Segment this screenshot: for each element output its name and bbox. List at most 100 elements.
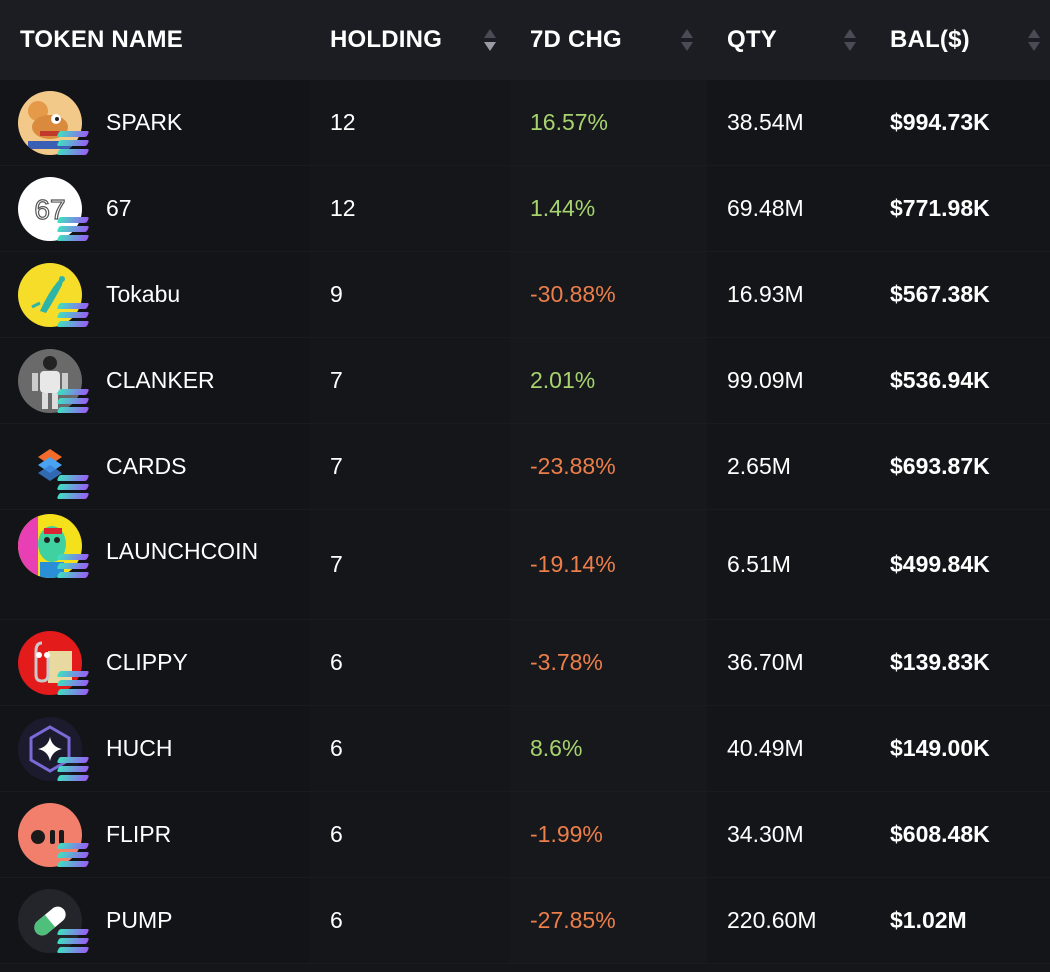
token-name: SPARK [106, 109, 183, 135]
holding-value: 9 [310, 252, 510, 337]
token-cell: HUCH [0, 706, 310, 791]
qty-value: 34.30M [707, 792, 870, 877]
balance-value: $1.02M [870, 878, 1050, 963]
change-value: 2.01% [510, 338, 707, 423]
pump-token-icon [18, 888, 82, 953]
table-row[interactable]: CARDS 7 -23.88% 2.65M $693.87K [0, 424, 1050, 510]
solana-chain-icon [56, 388, 90, 413]
token-cell: 67 67 [0, 166, 310, 251]
header-7d-change-sortable[interactable]: 7D CHG [510, 26, 707, 54]
qty-value: 16.93M [707, 252, 870, 337]
table-row[interactable]: 67 67 12 1.44% 69.48M $771.98K [0, 166, 1050, 252]
token-name: PUMP [106, 907, 173, 933]
holding-value: 7 [310, 510, 510, 619]
solana-chain-icon [56, 474, 90, 499]
table-row[interactable]: FLIPR 6 -1.99% 34.30M $608.48K [0, 792, 1050, 878]
header-holding-label: HOLDING [330, 26, 443, 53]
table-row[interactable]: PUMP 6 -27.85% 220.60M $1.02M [0, 878, 1050, 964]
solana-chain-icon [56, 756, 90, 781]
solana-chain-icon [56, 216, 90, 241]
spark-token-icon [18, 90, 82, 155]
token-name: HUCH [106, 735, 173, 761]
token-name: CARDS [106, 453, 187, 479]
sort-7d-change-icon[interactable] [681, 29, 693, 51]
holding-value: 6 [310, 792, 510, 877]
change-value: -3.78% [510, 620, 707, 705]
holding-value: 12 [310, 80, 510, 165]
token-name: CLANKER [106, 367, 215, 393]
token-name: CLIPPY [106, 649, 188, 675]
header-balance-label: BAL($) [890, 26, 970, 53]
solana-chain-icon [56, 842, 90, 867]
balance-value: $693.87K [870, 424, 1050, 509]
sort-balance-icon[interactable] [1028, 29, 1040, 51]
balance-value: $994.73K [870, 80, 1050, 165]
token-cell: PUMP [0, 878, 310, 963]
token-cell: LAUNCHCOIN [0, 510, 310, 619]
table-header: TOKEN NAME HOLDING 7D CHG QTY BAL($) [0, 0, 1050, 80]
token-cell: CLANKER [0, 338, 310, 423]
table-row[interactable]: CLANKER 7 2.01% 99.09M $536.94K [0, 338, 1050, 424]
change-value: 8.6% [510, 706, 707, 791]
qty-value: 2.65M [707, 424, 870, 509]
balance-value: $771.98K [870, 166, 1050, 251]
holding-value: 7 [310, 424, 510, 509]
table-row[interactable]: SPARK 12 16.57% 38.54M $994.73K [0, 80, 1050, 166]
header-balance-sortable[interactable]: BAL($) [870, 26, 1050, 54]
change-value: -23.88% [510, 424, 707, 509]
clanker-token-icon [18, 348, 82, 413]
table-row[interactable]: HUCH 6 8.6% 40.49M $149.00K [0, 706, 1050, 792]
header-qty-label: QTY [727, 26, 777, 53]
qty-value: 220.60M [707, 878, 870, 963]
header-token-name: TOKEN NAME [20, 26, 183, 53]
token-cell: CLIPPY [0, 620, 310, 705]
sort-holding-icon[interactable] [484, 29, 496, 51]
clippy-token-icon [18, 630, 82, 695]
holding-value: 12 [310, 166, 510, 251]
qty-value: 99.09M [707, 338, 870, 423]
token-name: Tokabu [106, 281, 181, 307]
balance-value: $149.00K [870, 706, 1050, 791]
table-row[interactable]: Tokabu 9 -30.88% 16.93M $567.38K [0, 252, 1050, 338]
solana-chain-icon [56, 130, 90, 155]
table-row[interactable]: LAUNCHCOIN 7 -19.14% 6.51M $499.84K [0, 510, 1050, 620]
header-holding-sortable[interactable]: HOLDING [310, 26, 510, 54]
balance-value: $608.48K [870, 792, 1050, 877]
solana-chain-icon [56, 302, 90, 327]
qty-value: 36.70M [707, 620, 870, 705]
table-row[interactable]: CLIPPY 6 -3.78% 36.70M $139.83K [0, 620, 1050, 706]
change-value: -19.14% [510, 510, 707, 619]
token-cell: SPARK [0, 80, 310, 165]
header-7d-change-label: 7D CHG [530, 26, 622, 53]
holding-value: 6 [310, 878, 510, 963]
tokabu-token-icon [18, 262, 82, 327]
qty-value: 40.49M [707, 706, 870, 791]
change-value: -1.99% [510, 792, 707, 877]
holding-value: 6 [310, 620, 510, 705]
qty-value: 6.51M [707, 510, 870, 619]
solana-chain-icon [56, 670, 90, 695]
balance-value: $139.83K [870, 620, 1050, 705]
change-value: -30.88% [510, 252, 707, 337]
change-value: -27.85% [510, 878, 707, 963]
launchcoin-token-icon [18, 514, 82, 578]
balance-value: $567.38K [870, 252, 1050, 337]
token-name: FLIPR [106, 821, 172, 847]
sort-qty-icon[interactable] [844, 29, 856, 51]
balance-value: $536.94K [870, 338, 1050, 423]
holding-value: 6 [310, 706, 510, 791]
token-cell: CARDS [0, 424, 310, 509]
token-name: 67 [106, 195, 132, 221]
change-value: 1.44% [510, 166, 707, 251]
solana-chain-icon [56, 554, 90, 578]
solana-chain-icon [56, 928, 90, 953]
qty-value: 69.48M [707, 166, 870, 251]
token-name: LAUNCHCOIN [106, 538, 259, 564]
token-cell: FLIPR [0, 792, 310, 877]
header-qty-sortable[interactable]: QTY [707, 26, 870, 54]
balance-value: $499.84K [870, 510, 1050, 619]
holding-value: 7 [310, 338, 510, 423]
change-value: 16.57% [510, 80, 707, 165]
qty-value: 38.54M [707, 80, 870, 165]
